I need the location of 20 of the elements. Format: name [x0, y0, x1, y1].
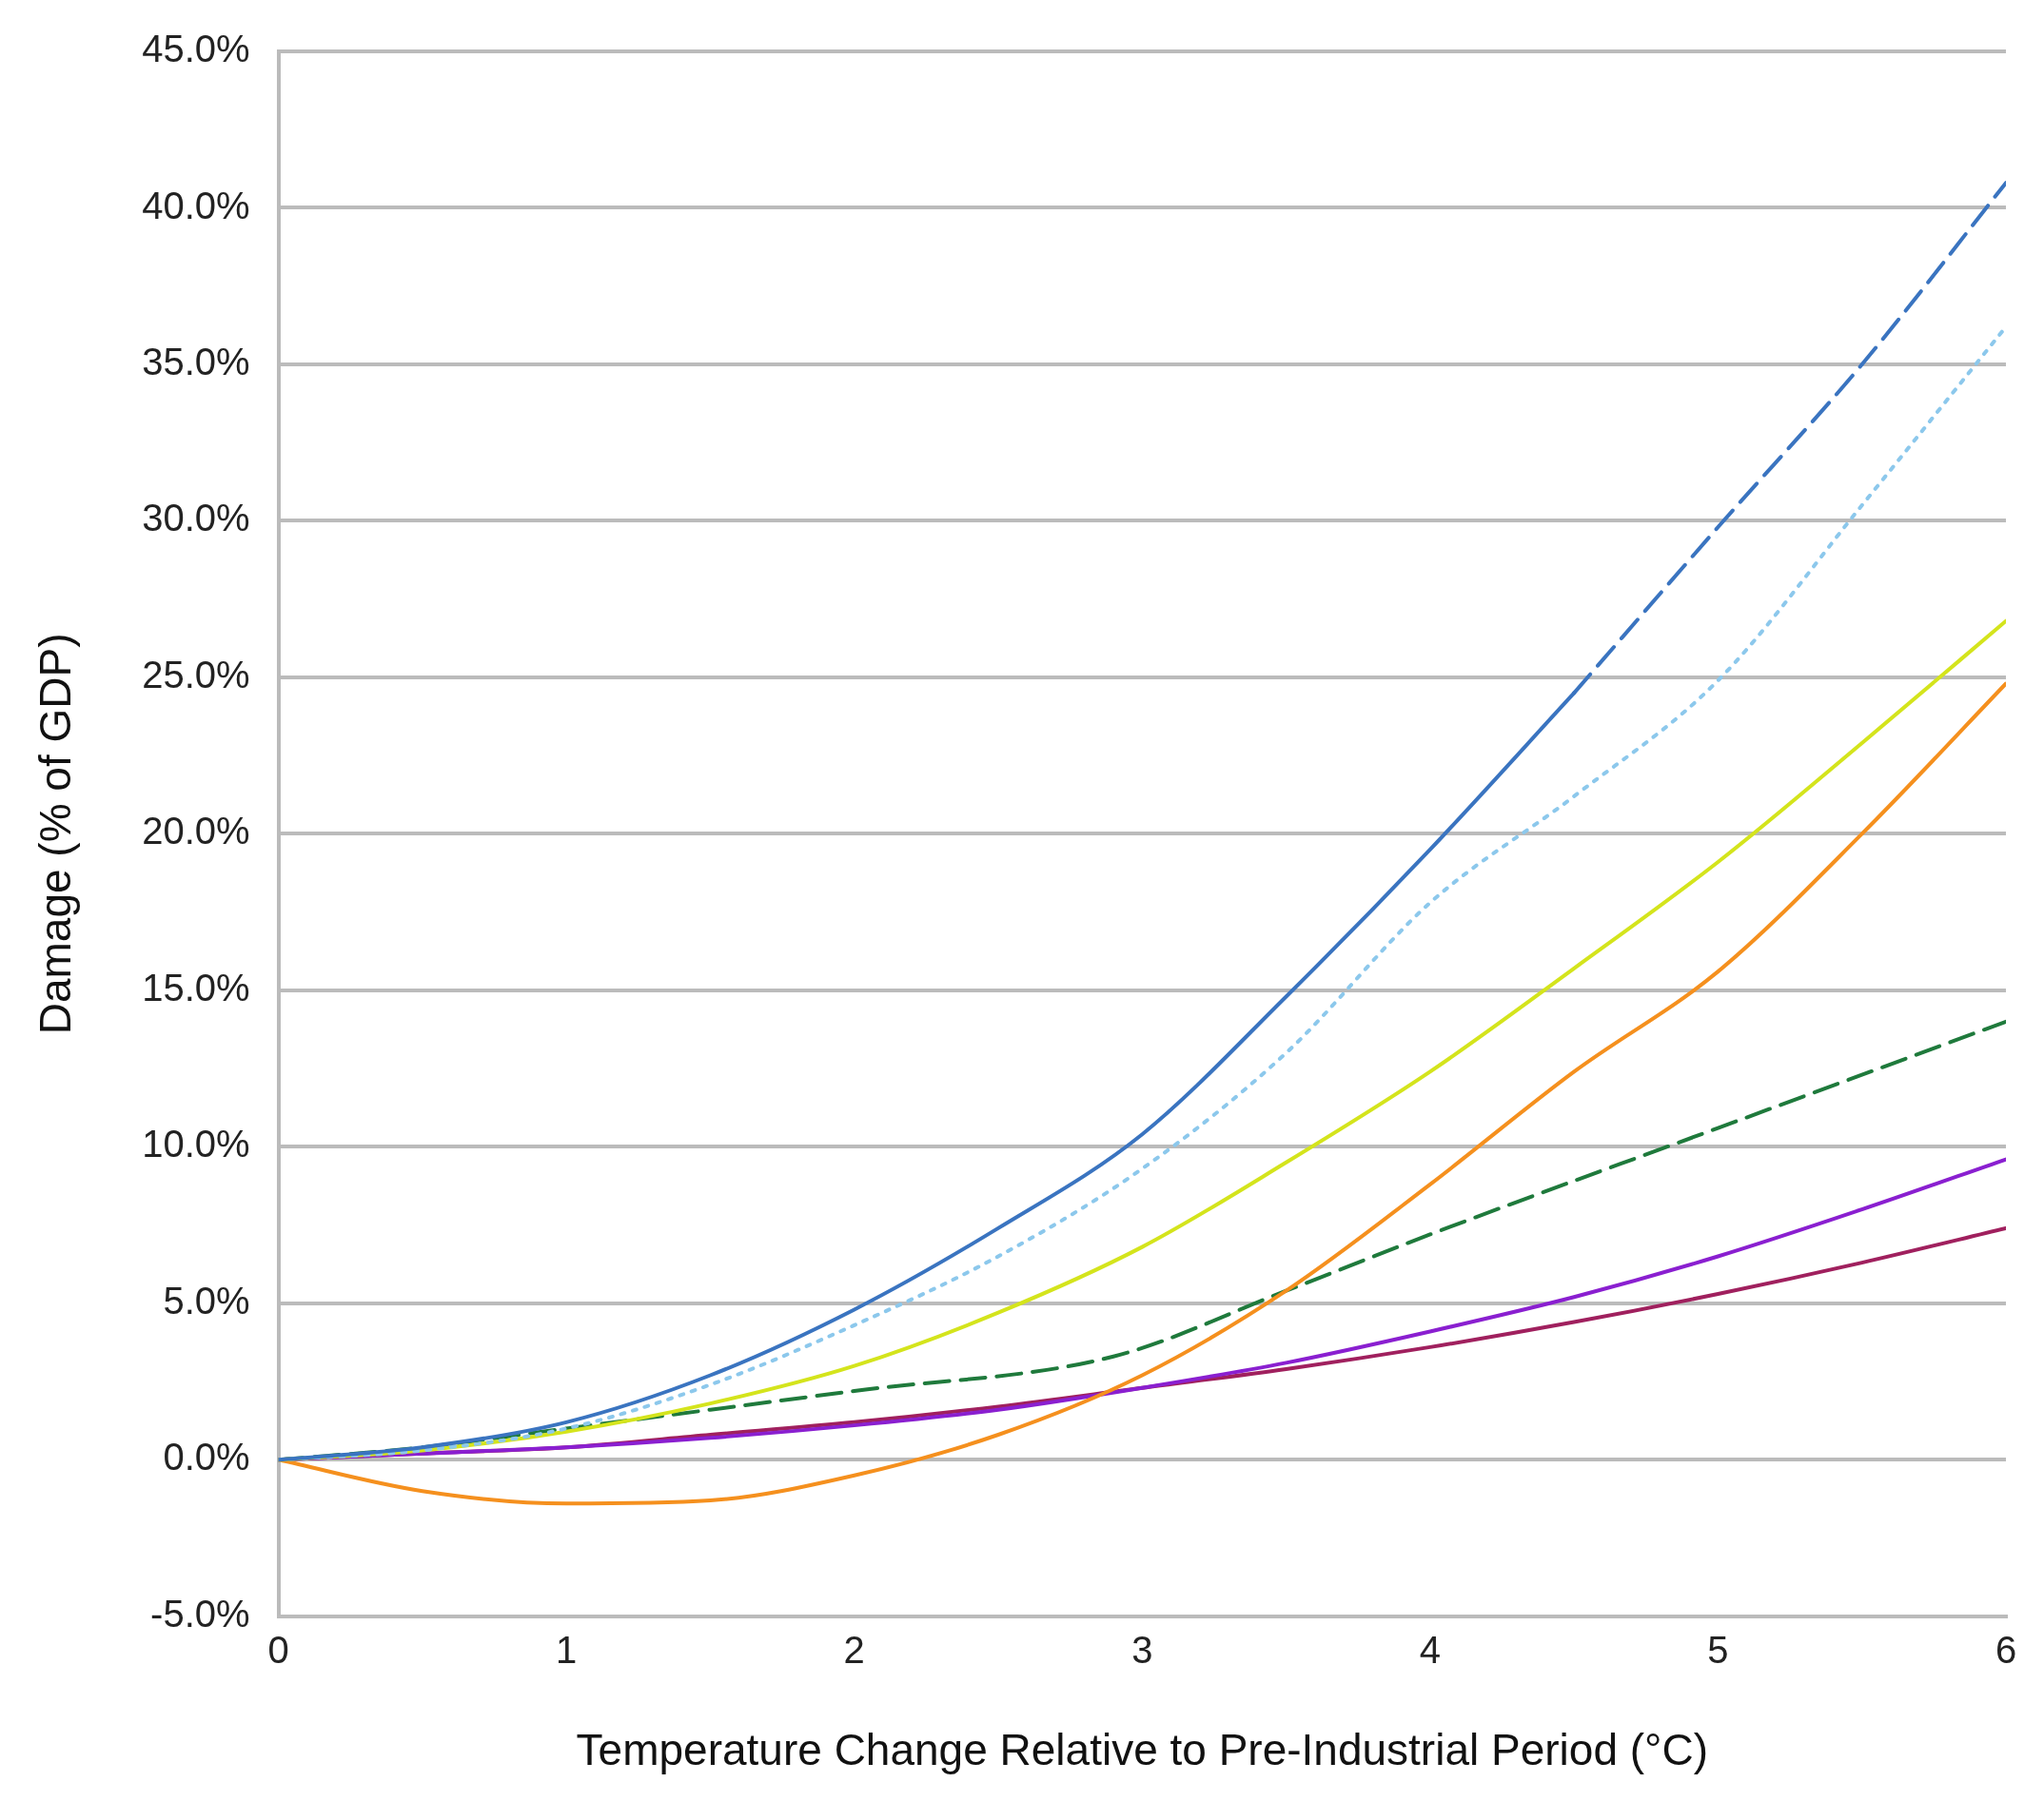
- y-axis-title: Damage (% of GDP): [30, 633, 81, 1035]
- x-tick-label: 0: [267, 1628, 289, 1671]
- y-tick-label: 45.0%: [142, 28, 250, 70]
- y-tick-label: 40.0%: [142, 184, 250, 226]
- x-tick-label: 1: [556, 1628, 578, 1671]
- x-tick-label: 5: [1707, 1628, 1729, 1671]
- y-tick-label: 25.0%: [142, 653, 250, 695]
- y-tick-label: 0.0%: [163, 1436, 250, 1479]
- y-tick-label: 20.0%: [142, 810, 250, 852]
- x-axis-title: Temperature Change Relative to Pre-Industrial Period (°C): [576, 1725, 1708, 1775]
- y-tick-label: 15.0%: [142, 966, 250, 1009]
- y-tick-label: 30.0%: [142, 497, 250, 539]
- y-tick-label: 5.0%: [163, 1279, 250, 1322]
- x-tick-label: 6: [1995, 1628, 2017, 1671]
- x-tick-label: 3: [1131, 1628, 1153, 1671]
- x-tick-label: 4: [1419, 1628, 1441, 1671]
- x-tick-label: 2: [843, 1628, 865, 1671]
- y-tick-label: 10.0%: [142, 1123, 250, 1165]
- y-tick-label: 35.0%: [142, 340, 250, 382]
- y-tick-label: -5.0%: [150, 1592, 250, 1635]
